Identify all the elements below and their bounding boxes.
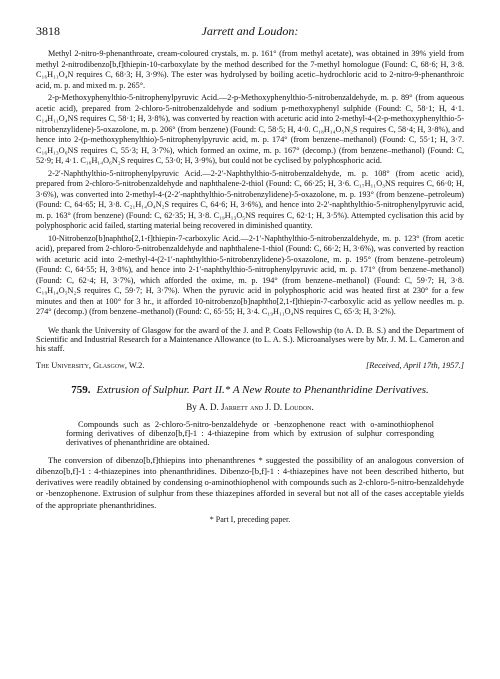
paragraph-4: 10-Nitrobenzo[b]naphtho[2,1-f]thiepin-7-… [36, 234, 464, 318]
page: 3818 Jarrett and Loudon: Methyl 2-nitro-… [0, 0, 500, 544]
byline: By A. D. Jarrett and J. D. Loudon. [36, 402, 464, 412]
acknowledgement: We thank the University of Glasgow for t… [36, 326, 464, 353]
paragraph-1: Methyl 2-nitro-9-phenanthroate, cream-co… [36, 49, 464, 91]
article-title: 759. Extrusion of Sulphur. Part II.* A Ne… [36, 384, 464, 396]
authors: A. D. Jarrett and J. D. Loudon. [199, 402, 314, 412]
article-number: 759. [71, 384, 90, 396]
running-title: Jarrett and Loudon: [76, 24, 424, 39]
body-paragraph: The conversion of dibenzo[b,f]thiepins i… [36, 455, 464, 511]
article-title-text: Extrusion of Sulphur. Part II.* A New Ro… [96, 384, 428, 396]
by-prefix: By [186, 402, 199, 412]
abstract: Compounds such as 2-chloro-5-nitro-benza… [66, 420, 434, 447]
paragraph-3: 2-2′-Naphthylthio-5-nitrophenylpyruvic A… [36, 169, 464, 232]
page-number: 3818 [36, 24, 76, 39]
paragraph-2: 2-p-Methoxyphenylthio-5-nitrophenylpyruv… [36, 93, 464, 167]
received-date: [Received, April 17th, 1957.] [366, 361, 464, 370]
page-header: 3818 Jarrett and Loudon: [36, 24, 464, 39]
footnote: * Part I, preceding paper. [36, 515, 464, 524]
affiliation-line: The University, Glasgow, W.2. [Received,… [36, 361, 464, 370]
affiliation: The University, Glasgow, W.2. [36, 361, 144, 370]
